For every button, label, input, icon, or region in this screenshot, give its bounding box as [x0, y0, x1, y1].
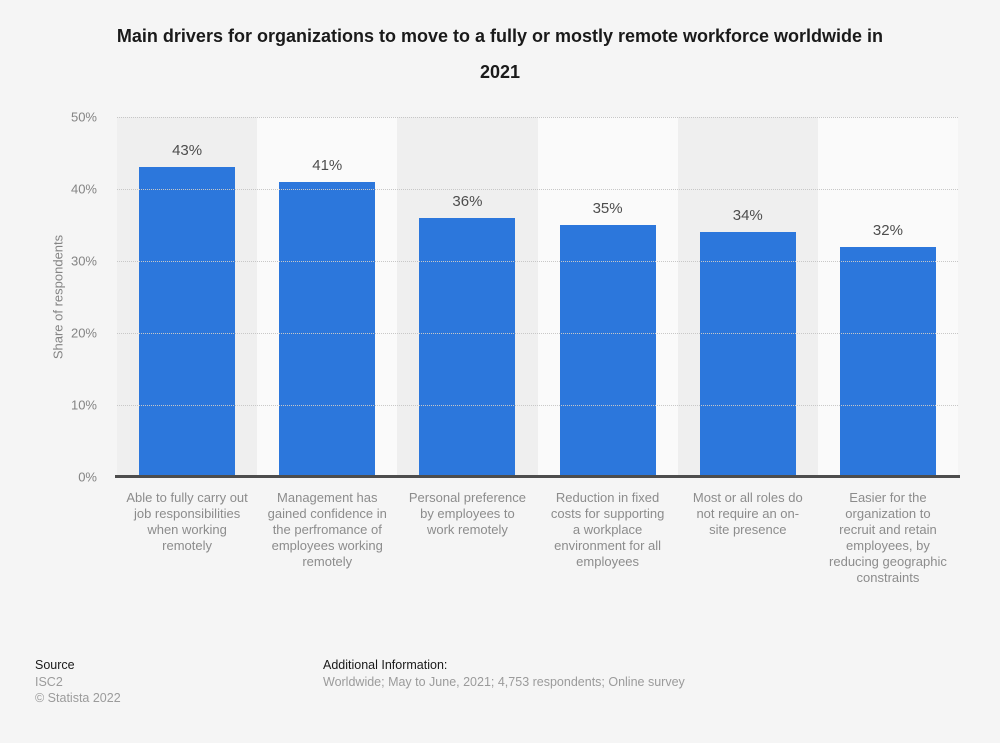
column-stripe: 36%: [397, 117, 538, 477]
column-stripe: 35%: [537, 117, 678, 477]
bar-value-label: 41%: [312, 156, 343, 174]
category-label: Able to fully carry out job responsibili…: [126, 490, 248, 553]
bar: [279, 181, 376, 477]
page-title: Main drivers for organizations to move t…: [116, 26, 884, 82]
bar-value-label: 34%: [732, 207, 763, 225]
y-axis-tick: 30%: [70, 253, 97, 269]
x-axis-line: [115, 475, 960, 478]
y-axis: 50% 40% 30% 20% 10% 0%: [0, 110, 97, 485]
bar-value-label: 36%: [452, 192, 483, 210]
bar-value-label: 32%: [872, 221, 903, 239]
column-stripe: 34%: [677, 117, 818, 477]
column-stripe: 41%: [257, 117, 398, 477]
column-stripe: 32%: [817, 117, 959, 477]
bar: [699, 232, 796, 477]
y-axis-tick: 50%: [70, 109, 97, 125]
bar-value-label: 43%: [172, 142, 203, 160]
bar: [139, 167, 236, 477]
y-axis-tick: 0%: [78, 469, 97, 485]
category-label: Easier for the organization to recruit a…: [829, 490, 947, 585]
category-label: Most or all roles do not require an on-s…: [692, 490, 803, 537]
category-label: Personal preference by employees to work…: [408, 490, 526, 537]
category-label: Reduction in fixed costs for supporting …: [550, 490, 665, 569]
additional-info-text: Worldwide; May to June, 2021; 4,753 resp…: [323, 674, 685, 689]
category-label: Management has gained confidence in the …: [267, 490, 387, 569]
additional-info-heading: Additional Information:: [323, 658, 448, 672]
copyright: © Statista 2022: [35, 691, 121, 705]
plot-area: 43% 41% 36% 35% 34% 32%: [117, 117, 959, 477]
x-axis-category-labels: Able to fully carry out job responsibili…: [117, 490, 958, 586]
source-heading: Source: [35, 658, 75, 672]
additional-info-block: Additional Information: Worldwide; May t…: [323, 657, 685, 690]
bar: [839, 246, 936, 477]
bar-value-label: 35%: [592, 200, 623, 217]
column-stripe: 43%: [117, 117, 258, 477]
y-axis-tick: 40%: [70, 181, 97, 197]
bar: [559, 225, 656, 477]
source-block: Source ISC2 © Statista 2022: [35, 657, 121, 707]
y-axis-tick: 20%: [70, 325, 97, 341]
bar: [419, 217, 516, 477]
y-axis-tick: 10%: [70, 397, 97, 413]
source-name: ISC2: [35, 674, 63, 689]
